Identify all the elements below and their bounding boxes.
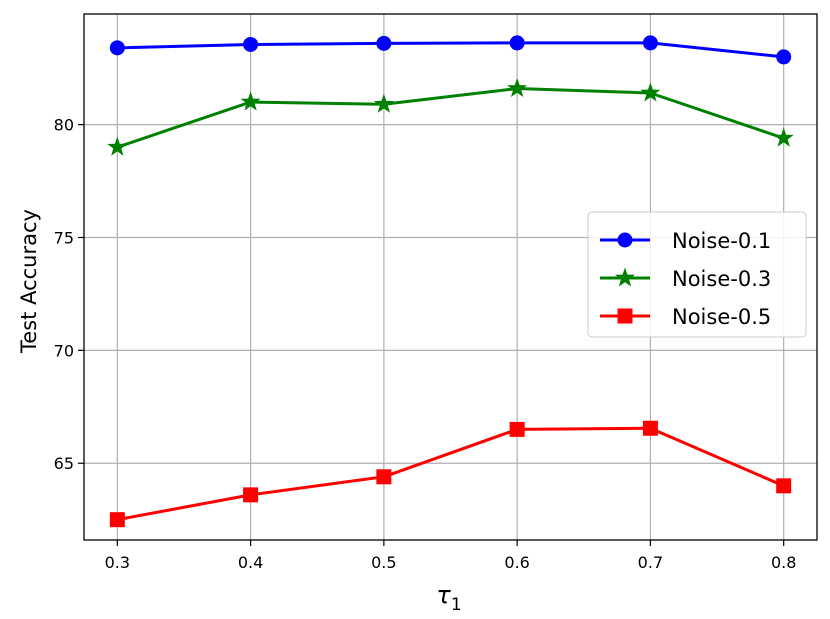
- data-point: [240, 91, 261, 111]
- y-tick-label: 80: [54, 116, 74, 135]
- data-point: [642, 35, 658, 51]
- plot-area-frame: [83, 13, 818, 541]
- series-noise-0.5: [109, 420, 792, 528]
- series-line: [117, 41, 784, 59]
- data-point: [773, 127, 794, 147]
- data-point: [507, 78, 528, 97]
- x-tick-label: 0.3: [105, 553, 130, 572]
- x-tick-label: 0.5: [371, 553, 396, 572]
- x-tick-label: 0.6: [504, 553, 529, 572]
- series-noise-0.1: [109, 35, 792, 65]
- y-tick-label: 75: [54, 228, 74, 247]
- data-point: [243, 487, 259, 503]
- data-point: [373, 93, 394, 113]
- series-lines: [107, 35, 794, 528]
- x-axis-label-subscript: 1: [451, 595, 462, 615]
- y-tick-label: 65: [54, 454, 74, 473]
- y-tick-label: 70: [54, 341, 74, 360]
- data-point: [509, 35, 525, 51]
- data-point: [776, 478, 792, 494]
- x-tick-label: 0.4: [238, 553, 263, 572]
- data-point: [776, 49, 792, 65]
- legend-label: Noise-0.5: [672, 305, 771, 329]
- legend-marker: [615, 267, 635, 287]
- data-point: [509, 421, 525, 437]
- data-point: [109, 512, 125, 528]
- legend-label: Noise-0.3: [672, 267, 771, 291]
- legend: Noise-0.1 Noise-0.3 Noise-0.5: [587, 211, 807, 338]
- x-axis-label: τ1: [436, 581, 461, 615]
- series-line: [117, 426, 785, 522]
- y-axis-label: Test Accuracy: [17, 209, 41, 354]
- legend-entry: Noise-0.3: [600, 267, 771, 291]
- data-point: [109, 40, 125, 56]
- data-point: [642, 420, 658, 436]
- x-axis-label-symbol: τ: [436, 581, 451, 609]
- legend-label: Noise-0.1: [672, 229, 771, 253]
- legend-entry: Noise-0.5: [600, 305, 771, 329]
- series-line: [116, 87, 785, 149]
- legend-marker: [617, 232, 633, 248]
- legend-box: [587, 211, 807, 338]
- data-point: [640, 82, 661, 102]
- legend-marker: [617, 308, 633, 324]
- legend-entry: Noise-0.1: [600, 229, 771, 253]
- x-tick-label: 0.8: [771, 553, 796, 572]
- data-point: [376, 469, 392, 485]
- axis-ticks: 0.3 0.4 0.5 0.6 0.7 0.8 65 70 75 80: [54, 116, 797, 572]
- data-point: [376, 35, 392, 51]
- data-point: [243, 36, 259, 52]
- x-tick-label: 0.7: [638, 553, 663, 572]
- data-point: [107, 136, 128, 156]
- series-noise-0.3: [107, 78, 794, 156]
